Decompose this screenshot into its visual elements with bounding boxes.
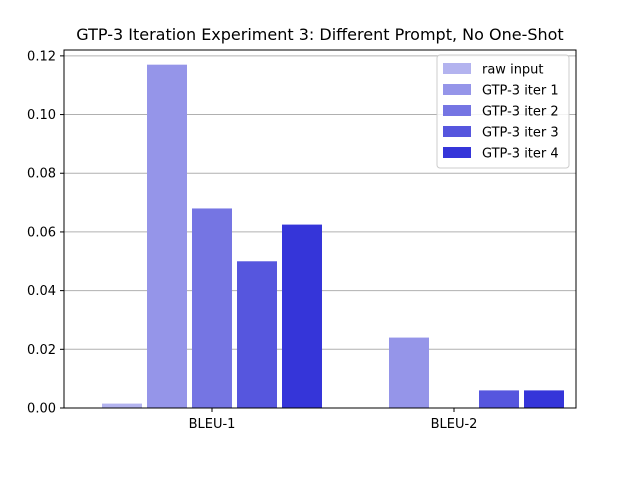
legend: raw input GTP-3 iter 1 GTP-3 iter 2 GTP-3 i… [436,54,570,169]
bar [282,224,322,408]
x-tick-label: BLEU-2 [431,417,478,432]
legend-entry: GTP-3 iter 1 [482,84,559,99]
y-tick-label: 0.04 [27,284,56,299]
x-tick-label: BLEU-1 [189,417,236,432]
y-tick-label: 0.12 [27,49,56,64]
bar [237,261,277,408]
bar [102,403,142,408]
legend-entry: raw input [482,63,544,78]
legend-box [436,54,570,169]
legend-swatch [443,63,471,74]
bar [147,64,187,409]
plot-frame [63,49,577,409]
y-tick-label: 0.10 [27,108,56,123]
legend-entry: GTP-3 iter 2 [482,105,559,120]
chart-title: GTP-3 Iteration Experiment 3: Different … [76,25,563,44]
legend-swatch [443,84,471,95]
bar [524,390,564,408]
bar [389,337,429,408]
y-tick-label: 0.02 [27,343,56,358]
y-tick-label: 0.08 [27,167,56,182]
bars [102,64,564,409]
legend-swatch [443,126,471,137]
y-tick-label: 0.00 [27,402,56,417]
y-tick-label: 0.06 [27,225,56,240]
bar [479,390,519,408]
legend-swatch [443,147,471,158]
legend-entry: GTP-3 iter 3 [482,126,559,141]
axes: 0.00 0.02 0.04 0.06 0.08 0.10 0.12 BLEU-1 BLEU-2 [27,49,577,432]
legend-swatch [443,105,471,116]
legend-entry: GTP-3 iter 4 [482,147,559,162]
bar [192,208,232,408]
